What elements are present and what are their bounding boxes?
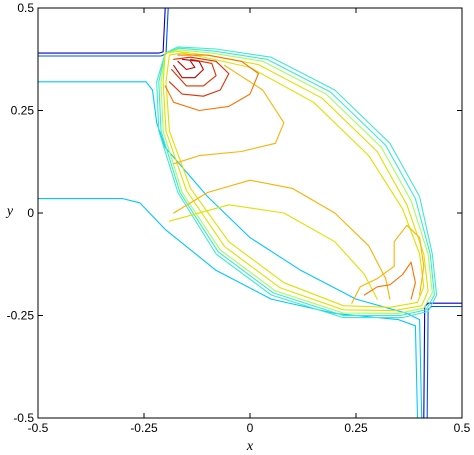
contour-line-7	[158, 47, 435, 317]
contour-line-6	[156, 46, 438, 319]
y-tick-label-2: 0	[27, 206, 34, 220]
contour-line-16	[363, 261, 416, 300]
contour-line-13	[351, 224, 425, 304]
plot-frame	[37, 7, 463, 419]
y-tick-label-4: 0.5	[17, 1, 34, 15]
x-tick-label-4: 0.5	[454, 421, 471, 435]
contour-line-15	[164, 54, 260, 112]
contour-lines	[37, 7, 463, 419]
x-tick-labels: -0.5 -0.25 0 0.25 0.5	[28, 421, 471, 435]
contour-line-11	[173, 64, 285, 165]
contour-line-4	[37, 81, 423, 419]
contour-line-12	[173, 179, 391, 300]
contour-line-10	[165, 52, 425, 308]
contour-line-3	[426, 305, 463, 419]
contour-line-19	[173, 58, 204, 79]
x-tick-label-1: -0.25	[130, 421, 158, 435]
contour-line-18	[171, 58, 217, 87]
contour-line-20	[177, 60, 196, 71]
contour-line-1	[37, 7, 169, 57]
y-tick-label-0: -0.5	[13, 411, 34, 425]
y-tick-label-1: -0.25	[7, 309, 35, 323]
y-tick-label-3: 0.25	[11, 104, 35, 118]
contour-line-0	[37, 7, 166, 54]
contour-line-2	[423, 302, 463, 419]
axis-ticks	[37, 7, 463, 419]
x-tick-label-2: 0	[247, 421, 254, 435]
contour-line-5	[37, 198, 419, 419]
contour-line-17	[168, 56, 230, 97]
contour-line-14	[168, 204, 378, 300]
contour-line-9	[162, 50, 429, 312]
y-axis-label: y	[5, 204, 14, 219]
x-axis-label: x	[246, 439, 254, 454]
x-tick-label-0: -0.5	[28, 421, 49, 435]
contour-line-8	[160, 49, 433, 314]
y-tick-labels: -0.5 -0.25 0 0.25 0.5	[7, 1, 35, 425]
x-tick-label-3: 0.25	[344, 421, 368, 435]
